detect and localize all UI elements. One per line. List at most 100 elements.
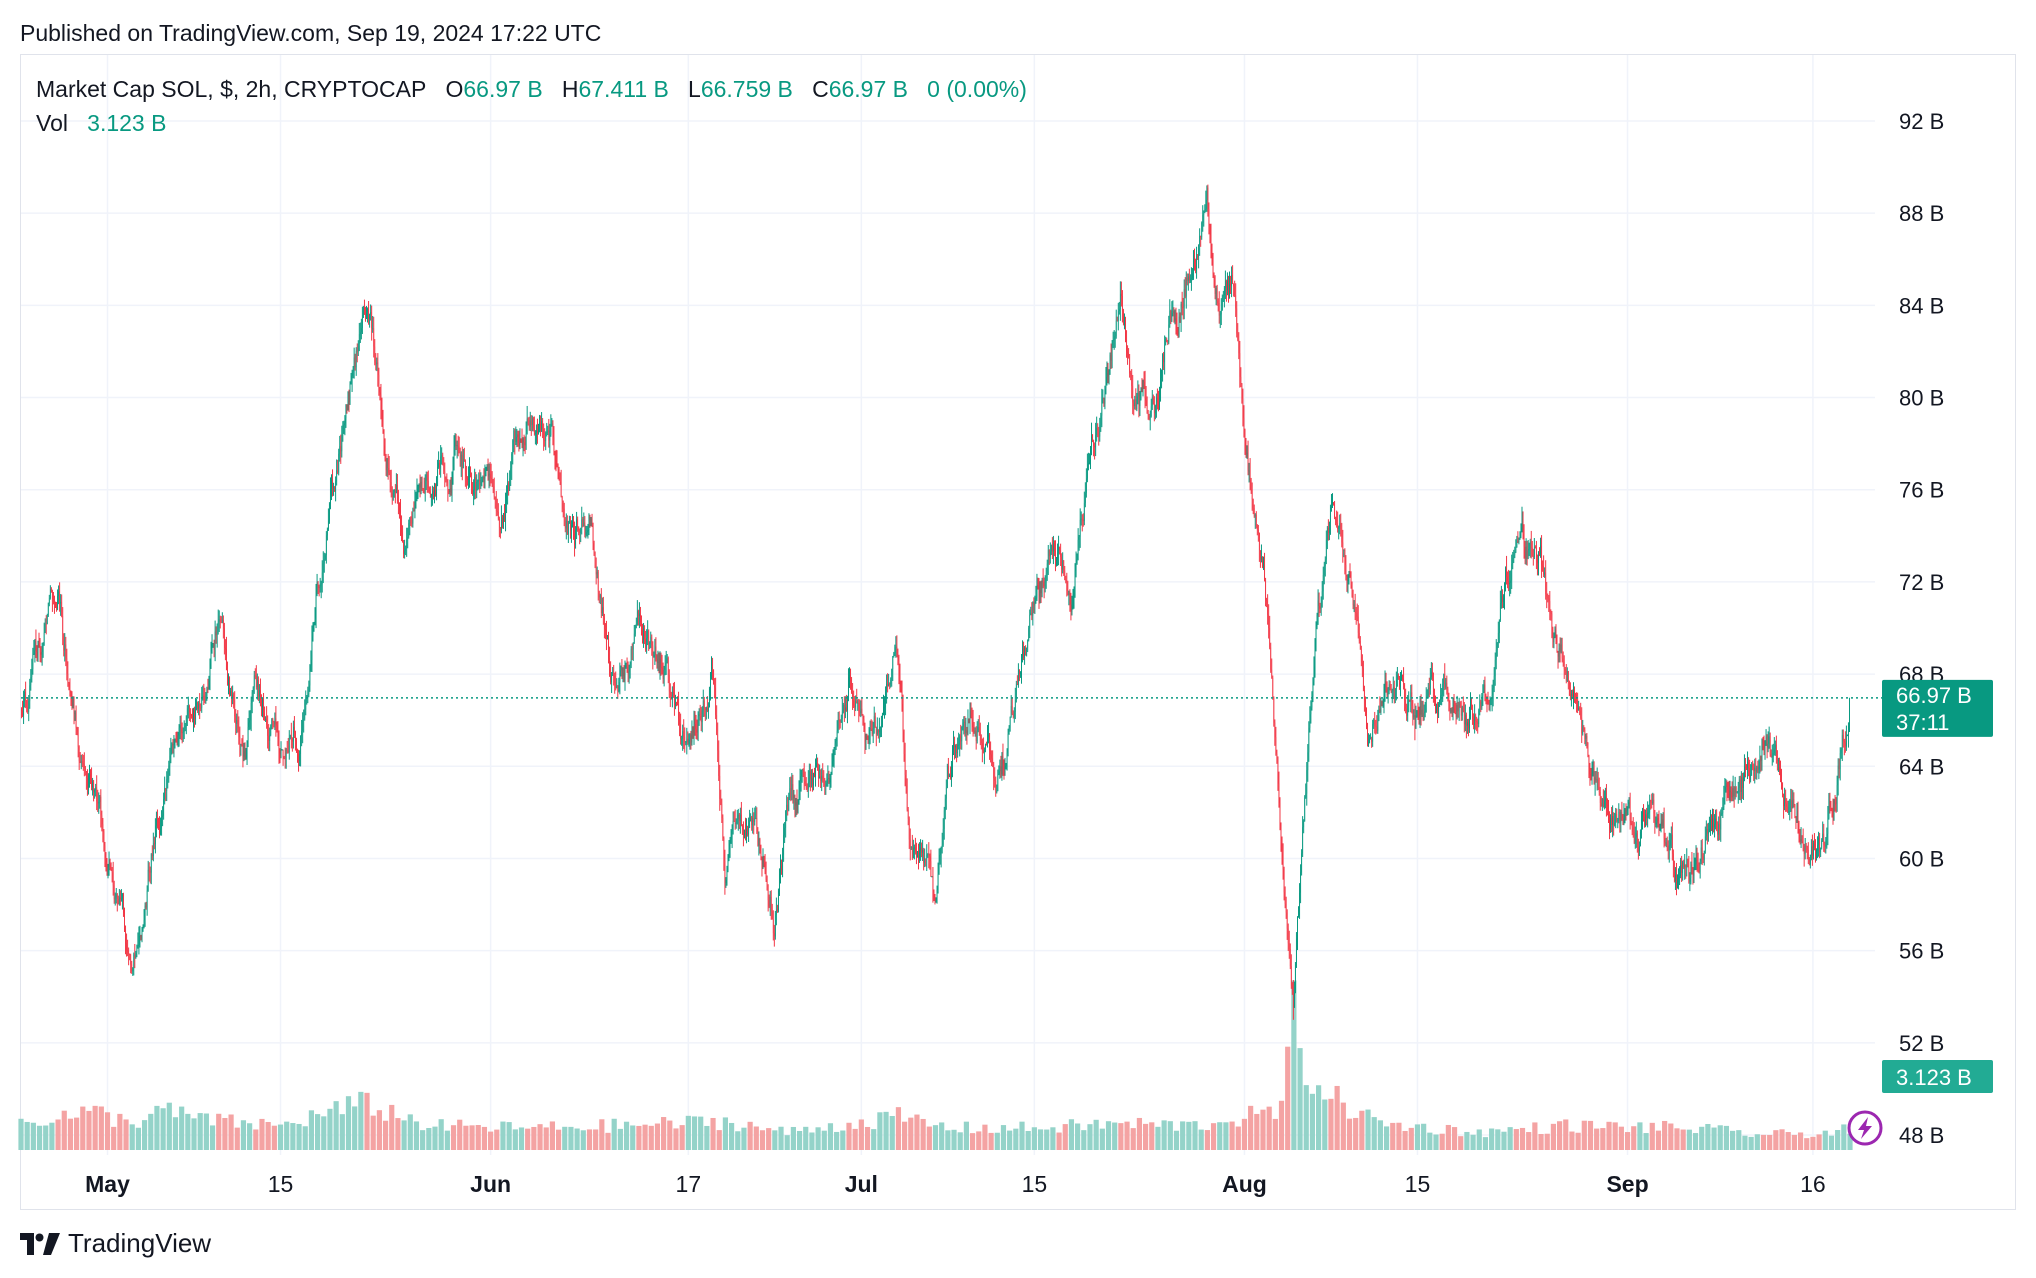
candle-body	[614, 675, 616, 683]
candle-body	[1588, 755, 1590, 775]
candle-body	[597, 571, 599, 592]
candle-body	[56, 606, 57, 609]
candle-body	[1575, 693, 1576, 695]
candle-body	[1345, 564, 1347, 577]
candle-body	[1380, 701, 1382, 713]
candle-body	[939, 854, 941, 862]
candle-body	[1028, 628, 1030, 641]
candle-body	[307, 693, 309, 696]
candle-body	[1679, 876, 1680, 878]
candle-body	[1034, 597, 1036, 606]
candle-body	[1587, 742, 1589, 756]
candle-body	[1246, 452, 1248, 454]
y-axis[interactable]: 92 B88 B84 B80 B76 B72 B68 B64 B60 B56 B…	[1899, 109, 1944, 1148]
candle-body	[1062, 560, 1064, 570]
candle-body	[790, 788, 792, 790]
volume-bar	[531, 1126, 537, 1150]
volume-bar	[1550, 1123, 1557, 1150]
candle-body	[413, 509, 415, 511]
candle-body	[1682, 862, 1684, 873]
candle-body	[1503, 598, 1504, 602]
x-axis[interactable]: May 15 Jun 17 Jul 15 Aug 15 Sep 16	[85, 1171, 1826, 1197]
volume-bar	[1248, 1105, 1254, 1150]
candle-body	[1548, 598, 1550, 602]
ohlc-legend[interactable]: Market Cap SOL, $, 2h, CRYPTOCAP O66.97 …	[36, 76, 1027, 103]
candle-body	[1812, 846, 1813, 857]
candle-body	[1607, 805, 1608, 807]
volume-bar	[1544, 1133, 1550, 1150]
chart-frame[interactable]	[20, 54, 2016, 1210]
candle-body	[1494, 659, 1496, 677]
candle-body	[1668, 845, 1670, 851]
candle-body	[1385, 681, 1387, 687]
candle-body	[535, 432, 536, 435]
candle-body	[1630, 820, 1632, 823]
candle-body	[1738, 779, 1740, 788]
candle-body	[1188, 276, 1190, 281]
candle-body	[1769, 736, 1771, 755]
volume-bar	[1377, 1120, 1383, 1150]
volume-bar	[759, 1130, 766, 1150]
candle-body	[1121, 293, 1122, 297]
candle-body	[1363, 668, 1364, 690]
candle-body	[1711, 819, 1712, 831]
candle-body	[1797, 810, 1799, 825]
candle-body	[1072, 596, 1074, 607]
volume-bar	[623, 1121, 630, 1150]
candle-body	[1180, 304, 1182, 323]
candle-body	[1033, 601, 1035, 606]
candle-body	[933, 892, 935, 900]
volume-bar	[537, 1124, 543, 1150]
candle-body	[518, 442, 520, 446]
candle-body	[1680, 864, 1681, 877]
candle-body	[109, 859, 111, 865]
candle-body	[571, 525, 572, 531]
volume-bar	[1649, 1122, 1655, 1150]
candle-body	[864, 728, 866, 742]
candle-body	[622, 672, 624, 677]
candle-body	[1698, 869, 1700, 872]
candle-body	[767, 890, 769, 901]
lightning-icon[interactable]	[1847, 1110, 1883, 1146]
candle-body	[259, 690, 260, 697]
candle-body	[217, 621, 219, 625]
candle-body	[906, 785, 908, 810]
candle-body	[1009, 716, 1011, 728]
candle-body	[278, 738, 280, 753]
candle-body	[390, 482, 392, 494]
candle-body	[1025, 647, 1026, 656]
volume-bar	[710, 1117, 716, 1150]
candle-body	[1066, 582, 1068, 592]
candle-body	[1234, 286, 1236, 296]
candle-body	[726, 870, 728, 881]
candle-body	[1471, 704, 1472, 710]
candle-body	[473, 489, 474, 495]
candle-body	[985, 743, 986, 750]
candle-body	[1268, 614, 1270, 629]
candle-body	[827, 777, 829, 779]
candle-body	[763, 857, 765, 864]
candle-body	[1388, 684, 1390, 689]
candle-body	[1076, 559, 1078, 563]
candle-body	[1541, 545, 1542, 566]
candle-body	[1549, 601, 1551, 613]
candle-body	[233, 694, 235, 701]
candle-body	[1447, 688, 1449, 699]
footer-brand[interactable]: TradingView	[20, 1228, 211, 1259]
candle-body	[1264, 565, 1265, 581]
candle-body	[83, 764, 85, 768]
candle-body	[1547, 596, 1549, 599]
candle-body	[1593, 767, 1595, 785]
candle-body	[241, 744, 243, 747]
candle-body	[1780, 772, 1781, 775]
candle-body	[1075, 562, 1077, 571]
candle-body	[437, 467, 438, 478]
candle-body	[1683, 862, 1685, 868]
candle-body	[1315, 626, 1317, 650]
volume-bar	[1600, 1128, 1606, 1150]
candle-body	[962, 722, 964, 727]
volume-legend[interactable]: Vol 3.123 B	[36, 110, 166, 137]
candle-body	[1166, 338, 1168, 342]
candle-body	[501, 517, 502, 530]
